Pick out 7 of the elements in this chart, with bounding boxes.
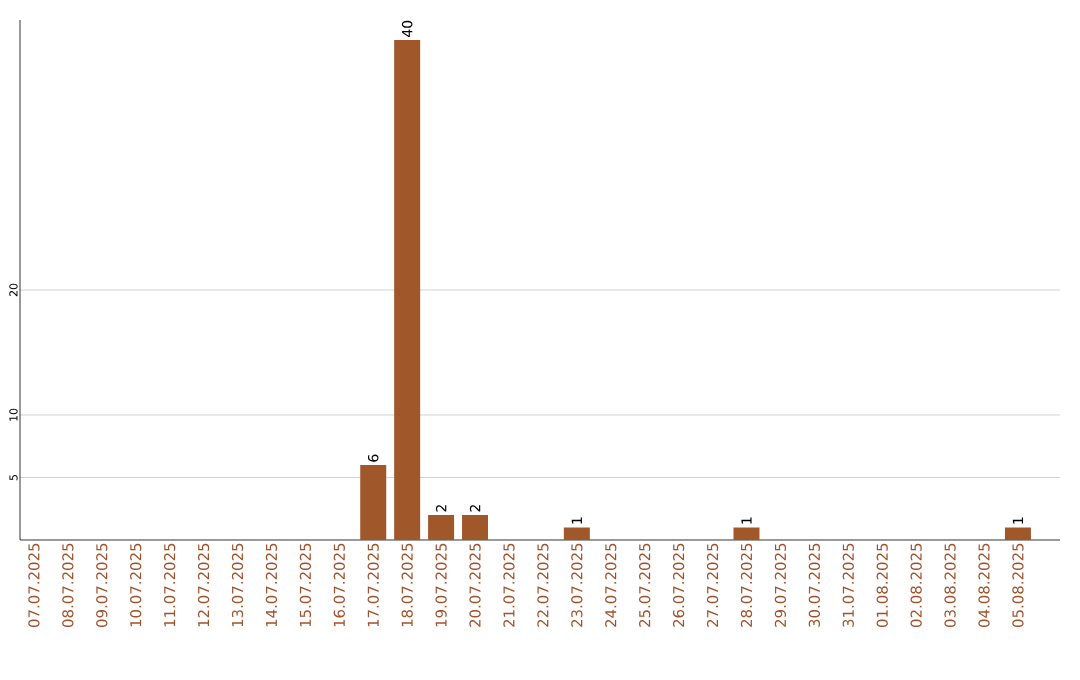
bar [1004,527,1031,540]
bar [360,465,387,540]
bar [733,527,760,540]
bar [394,39,421,540]
bar [563,527,590,540]
bar [428,515,455,540]
bar [462,515,489,540]
